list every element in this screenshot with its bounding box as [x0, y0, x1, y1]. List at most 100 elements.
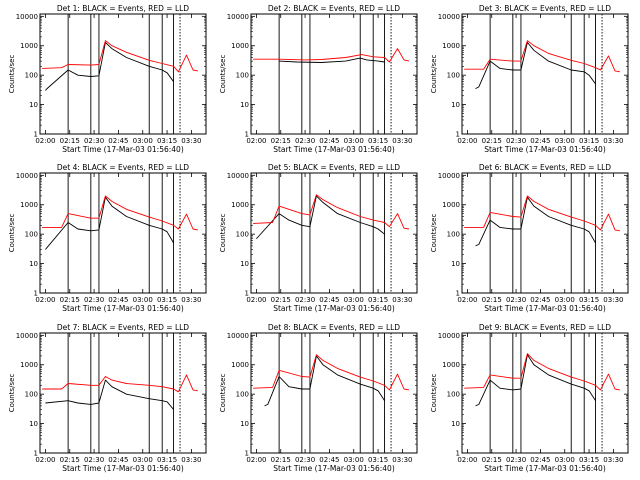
detector-panel: Det 9: BLACK = Events, RED = LLD Counts/s… — [430, 323, 629, 473]
y-tick-label: 10000 — [438, 172, 460, 180]
x-tick-label: 02:30 — [506, 296, 526, 304]
y-tick-label: 1 — [34, 450, 38, 458]
y-tick-label: 1 — [456, 290, 460, 298]
lld-series-line — [464, 195, 620, 232]
y-tick-label: 1000 — [20, 201, 38, 209]
y-tick-label: 10000 — [16, 332, 38, 340]
panel-title: Det 6: BLACK = Events, RED = LLD — [479, 163, 611, 172]
y-tick-label: 10000 — [227, 172, 249, 180]
x-tick-label: 02:30 — [84, 456, 104, 464]
y-tick-label: 1000 — [20, 361, 38, 369]
plot-frame — [461, 172, 629, 294]
x-tick-label: 03:00 — [555, 296, 575, 304]
lld-series-line — [253, 194, 409, 230]
y-axis-label: Counts/sec — [219, 214, 227, 253]
x-axis-label: Start Time (17-Mar-03 01:56:40) — [484, 304, 606, 313]
lld-series-line — [42, 195, 198, 231]
x-tick-label: 03:00 — [555, 137, 575, 145]
x-tick-label: 02:00 — [246, 456, 266, 464]
plot-frame — [250, 13, 418, 135]
events-series-line — [279, 57, 385, 63]
y-tick-label: 10 — [29, 260, 38, 268]
x-tick-label: 02:00 — [246, 296, 266, 304]
x-tick-label: 03:15 — [368, 456, 388, 464]
y-tick-label: 10000 — [16, 13, 38, 21]
detector-panel: Det 6: BLACK = Events, RED = LLD Counts/s… — [430, 163, 629, 313]
y-tick-label: 10000 — [438, 332, 460, 340]
x-tick-label: 02:00 — [35, 137, 55, 145]
x-tick-label: 03:15 — [368, 137, 388, 145]
y-tick-label: 10 — [451, 101, 460, 109]
panel-title: Det 3: BLACK = Events, RED = LLD — [479, 4, 611, 13]
panel-title: Det 1: BLACK = Events, RED = LLD — [57, 4, 189, 13]
events-series-line — [45, 379, 174, 410]
x-axis-label: Start Time (17-Mar-03 01:56:40) — [273, 464, 395, 473]
x-tick-label: 02:15 — [271, 456, 291, 464]
x-tick-label: 03:15 — [579, 456, 599, 464]
x-tick-label: 02:15 — [482, 296, 502, 304]
plot-frame — [461, 332, 629, 454]
y-tick-label: 10 — [451, 420, 460, 428]
panel-title: Det 8: BLACK = Events, RED = LLD — [268, 323, 400, 332]
y-tick-label: 10000 — [16, 172, 38, 180]
panel-title: Det 4: BLACK = Events, RED = LLD — [57, 163, 189, 172]
x-tick-label: 02:15 — [60, 137, 80, 145]
plot-frame — [39, 332, 207, 454]
x-tick-label: 03:00 — [133, 296, 153, 304]
y-tick-label: 1000 — [442, 42, 460, 50]
y-axis-label: Counts/sec — [430, 55, 438, 94]
x-tick-label: 02:30 — [295, 296, 315, 304]
x-tick-label: 02:15 — [60, 456, 80, 464]
y-tick-label: 1000 — [231, 201, 249, 209]
x-tick-label: 03:15 — [368, 296, 388, 304]
events-series-line — [264, 355, 385, 407]
y-tick-label: 100 — [236, 391, 249, 399]
panel-title: Det 7: BLACK = Events, RED = LLD — [57, 323, 189, 332]
x-tick-label: 02:00 — [457, 456, 477, 464]
x-tick-label: 03:00 — [555, 456, 575, 464]
y-tick-label: 1 — [456, 450, 460, 458]
y-tick-label: 1 — [456, 131, 460, 139]
x-tick-label: 02:30 — [506, 456, 526, 464]
y-tick-label: 10 — [240, 420, 249, 428]
x-tick-label: 03:15 — [579, 137, 599, 145]
y-axis-label: Counts/sec — [430, 214, 438, 253]
y-tick-label: 100 — [25, 391, 38, 399]
x-tick-label: 03:30 — [603, 137, 623, 145]
y-tick-label: 10 — [29, 101, 38, 109]
lld-series-line — [42, 374, 198, 393]
y-tick-label: 100 — [447, 231, 460, 239]
x-tick-label: 02:45 — [530, 296, 550, 304]
y-tick-label: 100 — [25, 72, 38, 80]
y-axis-label: Counts/sec — [8, 374, 16, 413]
lld-series-line — [464, 40, 620, 73]
x-axis-label: Start Time (17-Mar-03 01:56:40) — [62, 145, 184, 154]
x-tick-label: 02:45 — [108, 296, 128, 304]
x-tick-label: 03:30 — [392, 456, 412, 464]
lld-series-line — [253, 354, 409, 391]
y-tick-label: 10000 — [227, 332, 249, 340]
panel-title: Det 9: BLACK = Events, RED = LLD — [479, 323, 611, 332]
plot-frame — [250, 332, 418, 454]
x-tick-label: 02:15 — [271, 137, 291, 145]
x-tick-label: 02:00 — [457, 137, 477, 145]
y-tick-label: 1000 — [231, 361, 249, 369]
x-tick-label: 02:00 — [35, 456, 55, 464]
y-tick-label: 100 — [447, 391, 460, 399]
x-tick-label: 03:30 — [603, 296, 623, 304]
plot-frame — [461, 13, 629, 135]
y-tick-label: 1000 — [20, 42, 38, 50]
x-tick-label: 03:00 — [344, 296, 364, 304]
y-axis-label: Counts/sec — [219, 55, 227, 94]
x-tick-label: 03:00 — [344, 137, 364, 145]
detector-panel: Det 2: BLACK = Events, RED = LLD Counts/s… — [219, 4, 418, 154]
x-tick-label: 02:15 — [271, 296, 291, 304]
y-tick-label: 1 — [245, 131, 249, 139]
y-tick-label: 1000 — [231, 42, 249, 50]
x-tick-label: 03:00 — [133, 137, 153, 145]
y-tick-label: 1000 — [442, 201, 460, 209]
detector-panel: Det 7: BLACK = Events, RED = LLD Counts/s… — [8, 323, 207, 473]
x-tick-label: 02:30 — [84, 137, 104, 145]
x-tick-label: 02:15 — [60, 296, 80, 304]
x-tick-label: 02:45 — [319, 456, 339, 464]
